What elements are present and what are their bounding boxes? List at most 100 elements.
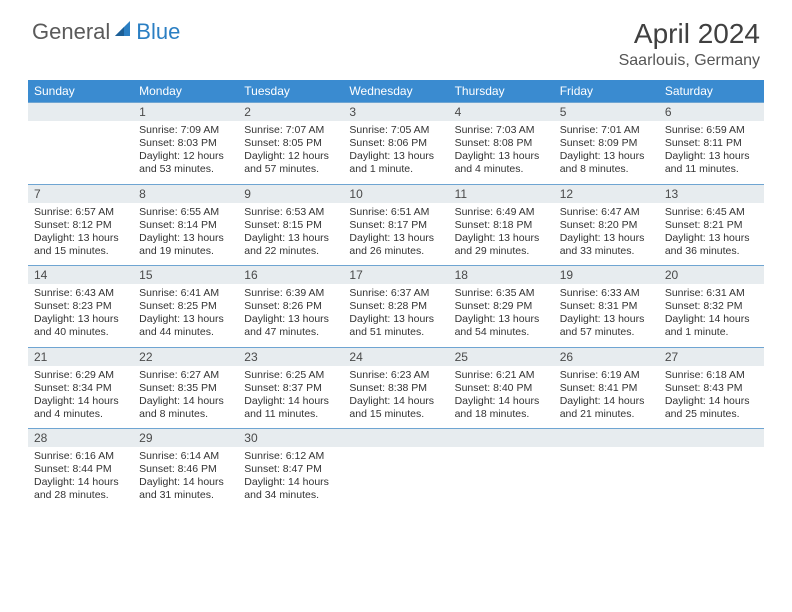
sunrise-text: Sunrise: 6:45 AM — [665, 206, 758, 219]
week-daynum-row: 78910111213 — [28, 184, 764, 203]
sunset-text: Sunset: 8:14 PM — [139, 219, 232, 232]
day-number-cell: 30 — [238, 429, 343, 447]
daylight-text: Daylight: 13 hours and 1 minute. — [349, 150, 442, 176]
sunset-text: Sunset: 8:32 PM — [665, 300, 758, 313]
day-detail-cell: Sunrise: 6:33 AMSunset: 8:31 PMDaylight:… — [554, 284, 659, 347]
daylight-text: Daylight: 13 hours and 19 minutes. — [139, 232, 232, 258]
day-number-cell: 11 — [449, 185, 554, 203]
day-number-cell: 5 — [554, 103, 659, 121]
sunset-text: Sunset: 8:29 PM — [455, 300, 548, 313]
sunset-text: Sunset: 8:40 PM — [455, 382, 548, 395]
day-number-cell — [28, 103, 133, 121]
day-number-cell: 13 — [659, 185, 764, 203]
sail-icon — [112, 18, 134, 45]
sunrise-text: Sunrise: 7:07 AM — [244, 124, 337, 137]
sunrise-text: Sunrise: 6:39 AM — [244, 287, 337, 300]
day-number-cell: 28 — [28, 429, 133, 447]
day-detail-cell: Sunrise: 6:31 AMSunset: 8:32 PMDaylight:… — [659, 284, 764, 347]
day-number-cell: 20 — [659, 266, 764, 284]
day-number-cell: 17 — [343, 266, 448, 284]
sunset-text: Sunset: 8:41 PM — [560, 382, 653, 395]
sunrise-text: Sunrise: 7:01 AM — [560, 124, 653, 137]
day-detail-cell: Sunrise: 6:23 AMSunset: 8:38 PMDaylight:… — [343, 366, 448, 429]
sunset-text: Sunset: 8:26 PM — [244, 300, 337, 313]
daylight-text: Daylight: 14 hours and 15 minutes. — [349, 395, 442, 421]
day-detail-cell: Sunrise: 6:18 AMSunset: 8:43 PMDaylight:… — [659, 366, 764, 429]
logo-text-general: General — [32, 19, 110, 45]
daylight-text: Daylight: 13 hours and 22 minutes. — [244, 232, 337, 258]
calendar: SundayMondayTuesdayWednesdayThursdayFrid… — [28, 80, 764, 510]
daylight-text: Daylight: 13 hours and 15 minutes. — [34, 232, 127, 258]
day-number-cell: 19 — [554, 266, 659, 284]
sunset-text: Sunset: 8:09 PM — [560, 137, 653, 150]
sunrise-text: Sunrise: 6:57 AM — [34, 206, 127, 219]
daylight-text: Daylight: 13 hours and 51 minutes. — [349, 313, 442, 339]
day-detail-cell — [343, 447, 448, 510]
day-number-cell: 6 — [659, 103, 764, 121]
sunrise-text: Sunrise: 6:59 AM — [665, 124, 758, 137]
day-number-cell: 16 — [238, 266, 343, 284]
daylight-text: Daylight: 13 hours and 40 minutes. — [34, 313, 127, 339]
sunrise-text: Sunrise: 6:18 AM — [665, 369, 758, 382]
sunset-text: Sunset: 8:05 PM — [244, 137, 337, 150]
sunset-text: Sunset: 8:23 PM — [34, 300, 127, 313]
daylight-text: Daylight: 13 hours and 44 minutes. — [139, 313, 232, 339]
sunset-text: Sunset: 8:08 PM — [455, 137, 548, 150]
daylight-text: Daylight: 14 hours and 21 minutes. — [560, 395, 653, 421]
day-detail-cell: Sunrise: 6:37 AMSunset: 8:28 PMDaylight:… — [343, 284, 448, 347]
sunrise-text: Sunrise: 7:03 AM — [455, 124, 548, 137]
day-detail-cell: Sunrise: 7:03 AMSunset: 8:08 PMDaylight:… — [449, 121, 554, 184]
daylight-text: Daylight: 14 hours and 31 minutes. — [139, 476, 232, 502]
month-title: April 2024 — [619, 18, 760, 50]
header: General Blue April 2024 Saarlouis, Germa… — [0, 0, 792, 76]
daylight-text: Daylight: 14 hours and 34 minutes. — [244, 476, 337, 502]
weekday-header: Thursday — [449, 80, 554, 102]
day-detail-cell: Sunrise: 6:19 AMSunset: 8:41 PMDaylight:… — [554, 366, 659, 429]
day-detail-cell: Sunrise: 6:53 AMSunset: 8:15 PMDaylight:… — [238, 203, 343, 266]
sunrise-text: Sunrise: 6:41 AM — [139, 287, 232, 300]
daylight-text: Daylight: 13 hours and 4 minutes. — [455, 150, 548, 176]
sunset-text: Sunset: 8:35 PM — [139, 382, 232, 395]
sunrise-text: Sunrise: 7:05 AM — [349, 124, 442, 137]
daylight-text: Daylight: 13 hours and 29 minutes. — [455, 232, 548, 258]
day-detail-cell: Sunrise: 6:39 AMSunset: 8:26 PMDaylight:… — [238, 284, 343, 347]
week-daynum-row: 21222324252627 — [28, 347, 764, 366]
sunset-text: Sunset: 8:17 PM — [349, 219, 442, 232]
weekday-header: Sunday — [28, 80, 133, 102]
sunset-text: Sunset: 8:37 PM — [244, 382, 337, 395]
day-detail-cell: Sunrise: 6:25 AMSunset: 8:37 PMDaylight:… — [238, 366, 343, 429]
sunset-text: Sunset: 8:11 PM — [665, 137, 758, 150]
sunrise-text: Sunrise: 6:49 AM — [455, 206, 548, 219]
daylight-text: Daylight: 14 hours and 11 minutes. — [244, 395, 337, 421]
daylight-text: Daylight: 12 hours and 57 minutes. — [244, 150, 337, 176]
sunset-text: Sunset: 8:28 PM — [349, 300, 442, 313]
daylight-text: Daylight: 13 hours and 57 minutes. — [560, 313, 653, 339]
sunrise-text: Sunrise: 6:37 AM — [349, 287, 442, 300]
sunset-text: Sunset: 8:12 PM — [34, 219, 127, 232]
day-number-cell: 18 — [449, 266, 554, 284]
day-number-cell: 24 — [343, 348, 448, 366]
daylight-text: Daylight: 14 hours and 18 minutes. — [455, 395, 548, 421]
day-detail-cell: Sunrise: 7:09 AMSunset: 8:03 PMDaylight:… — [133, 121, 238, 184]
day-detail-cell: Sunrise: 7:05 AMSunset: 8:06 PMDaylight:… — [343, 121, 448, 184]
sunrise-text: Sunrise: 6:43 AM — [34, 287, 127, 300]
day-detail-cell: Sunrise: 6:12 AMSunset: 8:47 PMDaylight:… — [238, 447, 343, 510]
day-detail-cell: Sunrise: 6:35 AMSunset: 8:29 PMDaylight:… — [449, 284, 554, 347]
daylight-text: Daylight: 14 hours and 1 minute. — [665, 313, 758, 339]
week-daynum-row: 123456 — [28, 102, 764, 121]
weekday-header: Wednesday — [343, 80, 448, 102]
sunset-text: Sunset: 8:34 PM — [34, 382, 127, 395]
weekday-header: Friday — [554, 80, 659, 102]
daylight-text: Daylight: 14 hours and 25 minutes. — [665, 395, 758, 421]
sunrise-text: Sunrise: 6:27 AM — [139, 369, 232, 382]
sunset-text: Sunset: 8:15 PM — [244, 219, 337, 232]
weekday-header: Tuesday — [238, 80, 343, 102]
daylight-text: Daylight: 14 hours and 8 minutes. — [139, 395, 232, 421]
day-number-cell: 22 — [133, 348, 238, 366]
sunset-text: Sunset: 8:20 PM — [560, 219, 653, 232]
week-detail-row: Sunrise: 6:57 AMSunset: 8:12 PMDaylight:… — [28, 203, 764, 266]
sunset-text: Sunset: 8:21 PM — [665, 219, 758, 232]
week-detail-row: Sunrise: 6:29 AMSunset: 8:34 PMDaylight:… — [28, 366, 764, 429]
daylight-text: Daylight: 13 hours and 8 minutes. — [560, 150, 653, 176]
daylight-text: Daylight: 13 hours and 36 minutes. — [665, 232, 758, 258]
